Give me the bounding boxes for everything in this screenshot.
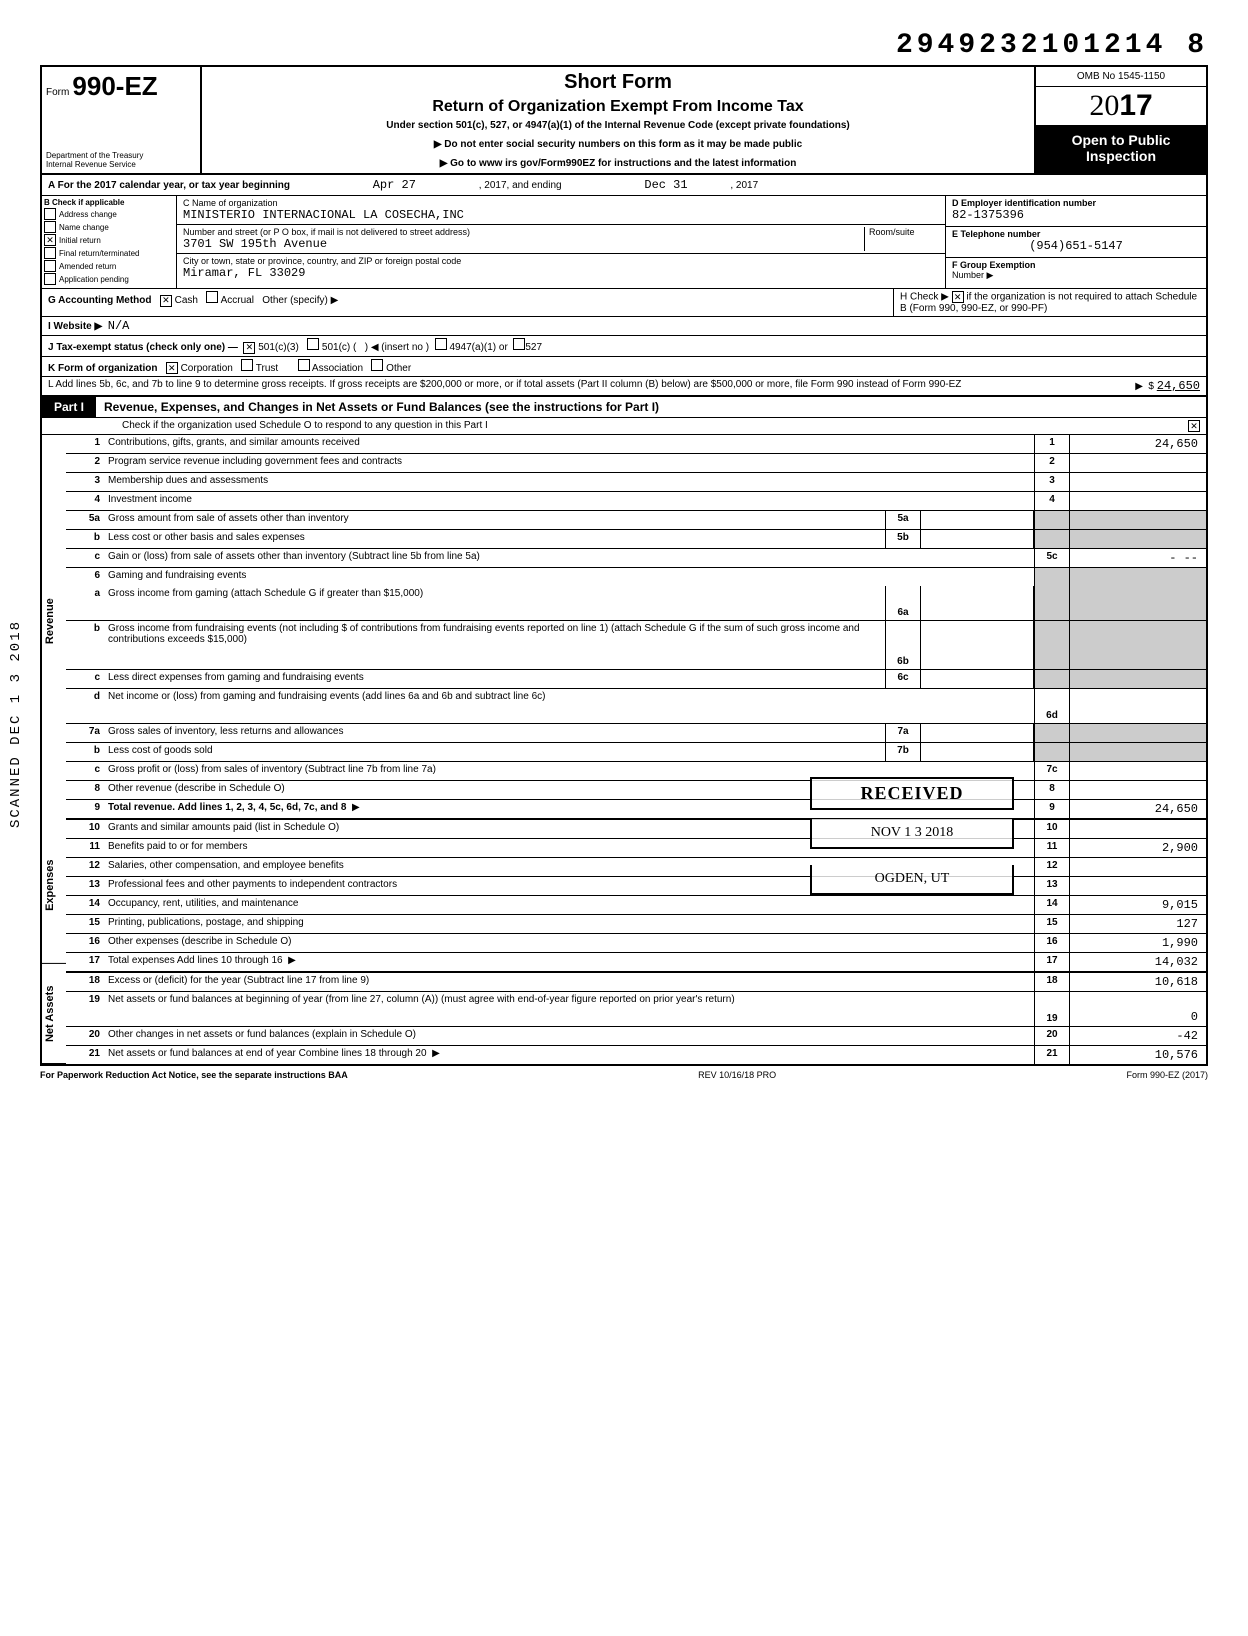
chk-501c[interactable] (307, 338, 319, 350)
side-net-assets: Net Assets (42, 964, 66, 1064)
line-18-value: 10,618 (1069, 973, 1206, 991)
received-stamp-loc: OGDEN, UT (810, 865, 1014, 895)
under-section: Under section 501(c), 527, or 4947(a)(1)… (212, 120, 1024, 131)
chk-final-return[interactable] (44, 247, 56, 259)
line-6d-value (1069, 689, 1206, 723)
line-5c-value: - -- (1069, 549, 1206, 567)
chk-527[interactable] (513, 338, 525, 350)
room-suite-label: Room/suite (864, 227, 939, 251)
line-15-value: 127 (1069, 915, 1206, 933)
check-schedule-o: Check if the organization used Schedule … (40, 418, 1208, 435)
line-4-value (1069, 492, 1206, 510)
side-revenue: Revenue (42, 435, 66, 807)
chk-name-change[interactable] (44, 221, 56, 233)
chk-address-change[interactable] (44, 208, 56, 220)
open-public-badge: Open to Public Inspection (1036, 126, 1206, 173)
tax-year: 20201717 (1036, 87, 1206, 126)
received-stamp-body: NOV 1 3 2018 (810, 819, 1014, 849)
row-a-tax-period: A For the 2017 calendar year, or tax yea… (40, 173, 1208, 196)
line-12-value (1069, 858, 1206, 876)
chk-cash[interactable]: ✕ (160, 295, 172, 307)
page-footer: For Paperwork Reduction Act Notice, see … (40, 1066, 1208, 1080)
chk-corporation[interactable]: ✕ (166, 362, 178, 374)
return-title: Return of Organization Exempt From Incom… (212, 98, 1024, 116)
org-name: MINISTERIO INTERNACIONAL LA COSECHA,INC (183, 208, 939, 222)
f-label2: Number ▶ (952, 270, 1200, 281)
chk-schedule-b[interactable]: ✕ (952, 291, 964, 303)
line-2-value (1069, 454, 1206, 472)
c-name-label: C Name of organization (183, 198, 939, 208)
line-17-value: 14,032 (1069, 953, 1206, 971)
section-b-through-f: B Check if applicable Address change Nam… (40, 196, 1208, 288)
scanned-stamp: SCANNED DEC 1 3 2018 (8, 620, 24, 828)
chk-accrual[interactable] (206, 291, 218, 303)
line-20-value: -42 (1069, 1027, 1206, 1045)
dept-treasury: Department of the Treasury (46, 151, 196, 160)
ssn-notice: ▶ Do not enter social security numbers o… (212, 139, 1024, 150)
chk-trust[interactable] (241, 359, 253, 371)
short-form-title: Short Form (212, 71, 1024, 94)
dept-irs: Internal Revenue Service (46, 160, 196, 169)
chk-4947[interactable] (435, 338, 447, 350)
document-id: 2949232101214 8 (40, 30, 1208, 61)
row-g-h: G Accounting Method ✕ Cash Accrual Other… (40, 288, 1208, 316)
ein: 82-1375396 (952, 208, 1200, 222)
chk-association[interactable] (298, 359, 310, 371)
line-11-value: 2,900 (1069, 839, 1206, 857)
row-l-gross-receipts: L Add lines 5b, 6c, and 7b to line 9 to … (40, 376, 1208, 397)
city-state-zip: Miramar, FL 33029 (183, 266, 939, 280)
part-1-table: Revenue Expenses Net Assets 1Contributio… (40, 435, 1208, 1066)
line-3-value (1069, 473, 1206, 491)
c-street-label: Number and street (or P O box, if mail i… (183, 227, 864, 237)
chk-pending[interactable] (44, 273, 56, 285)
line-8-value (1069, 781, 1206, 799)
d-label: D Employer identification number (952, 198, 1200, 208)
row-j-tax-status: J Tax-exempt status (check only one) — ✕… (40, 335, 1208, 356)
line-1-value: 24,650 (1069, 435, 1206, 453)
chk-other-org[interactable] (371, 359, 383, 371)
line-21-value: 10,576 (1069, 1046, 1206, 1064)
form-number: 990-EZ (72, 71, 157, 101)
c-city-label: City or town, state or province, country… (183, 256, 939, 266)
chk-amended[interactable] (44, 260, 56, 272)
telephone: (954)651-5147 (952, 239, 1200, 253)
chk-501c3[interactable]: ✕ (243, 342, 255, 354)
line-7c-value (1069, 762, 1206, 780)
line-16-value: 1,990 (1069, 934, 1206, 952)
line-9-value: 24,650 (1069, 800, 1206, 818)
omb-number: OMB No 1545-1150 (1036, 67, 1206, 87)
part-1-header: Part I Revenue, Expenses, and Changes in… (40, 397, 1208, 418)
street-address: 3701 SW 195th Avenue (183, 237, 864, 251)
side-expenses: Expenses (42, 807, 66, 964)
b-label: B Check if applicable (44, 198, 174, 207)
line-14-value: 9,015 (1069, 896, 1206, 914)
line-19-value: 0 (1069, 992, 1206, 1026)
row-i-website: I Website ▶ N/A (40, 316, 1208, 335)
chk-initial-return[interactable]: ✕ (44, 234, 56, 246)
line-10-value (1069, 820, 1206, 838)
row-k-form-org: K Form of organization ✕ Corporation Tru… (40, 356, 1208, 377)
form-header: Form 990-EZ Department of the Treasury I… (40, 65, 1208, 173)
form-label: Form (46, 87, 69, 98)
goto-url: ▶ Go to www irs gov/Form990EZ for instru… (212, 158, 1024, 169)
f-label: F Group Exemption (952, 260, 1200, 270)
line-13-value (1069, 877, 1206, 895)
e-label: E Telephone number (952, 229, 1200, 239)
chk-schedule-o[interactable]: ✕ (1188, 420, 1200, 432)
